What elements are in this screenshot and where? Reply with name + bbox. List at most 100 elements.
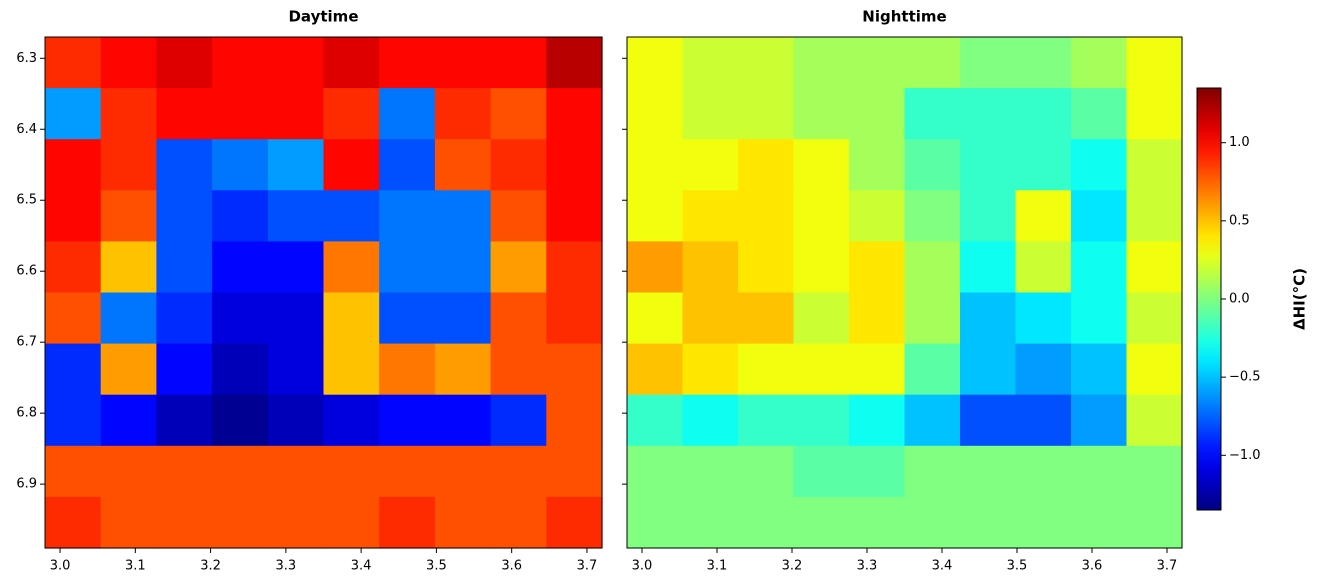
heatmap-cell — [738, 293, 794, 345]
heatmap-cell — [268, 344, 324, 396]
heatmap-cell — [156, 190, 212, 242]
heatmap-cell — [849, 37, 905, 89]
heatmap-cell — [1071, 395, 1127, 447]
heatmap-cell — [905, 293, 961, 345]
x-tick-label: 3.3 — [276, 559, 297, 574]
heatmap-cell — [683, 446, 739, 498]
heatmap-cell — [905, 241, 961, 293]
heatmap-cell — [1016, 395, 1072, 447]
heatmap-cell — [435, 241, 491, 293]
heatmap-cell — [101, 88, 157, 140]
heatmap-cell — [101, 446, 157, 498]
colorbar-tick-label: 1.0 — [1229, 135, 1250, 150]
heatmap-cell — [324, 497, 380, 549]
heatmap-cell — [379, 241, 435, 293]
heatmap-cell — [849, 497, 905, 549]
heatmap-cell — [905, 139, 961, 191]
heatmap-cell — [379, 37, 435, 89]
heatmap-cell — [101, 37, 157, 89]
heatmap-cell — [849, 190, 905, 242]
heatmap-cell — [156, 37, 212, 89]
heatmap-cell — [849, 395, 905, 447]
heatmap-cell — [960, 344, 1016, 396]
heatmap-cell — [738, 37, 794, 89]
heatmap-cell — [683, 293, 739, 345]
heatmap-cell — [212, 446, 268, 498]
colorbar-tick-label: −0.5 — [1229, 370, 1261, 385]
heatmap-cell — [849, 241, 905, 293]
heatmap-cell — [212, 293, 268, 345]
heatmap-cell — [794, 88, 850, 140]
heatmap-cell — [101, 139, 157, 191]
y-tick-label: 6.3 — [16, 51, 37, 66]
x-tick-label: 3.1 — [125, 559, 146, 574]
y-tick-label: 6.4 — [16, 122, 37, 137]
heatmap-cell — [491, 344, 547, 396]
heatmap-cell — [849, 446, 905, 498]
heatmap-cell — [546, 395, 602, 447]
heatmap-cell — [1071, 344, 1127, 396]
heatmap-cell — [324, 446, 380, 498]
heatmap-cell — [379, 395, 435, 447]
heatmap-cell — [738, 395, 794, 447]
y-tick-label: 6.7 — [16, 335, 37, 350]
heatmap-cell — [156, 344, 212, 396]
heatmap-cell — [960, 395, 1016, 447]
heatmap-cell — [627, 190, 683, 242]
heatmap-cell — [627, 37, 683, 89]
heatmap-cell — [324, 190, 380, 242]
heatmap-cell — [45, 446, 101, 498]
heatmap-cell — [1016, 344, 1072, 396]
heatmap-cell — [960, 497, 1016, 549]
heatmap-cell — [268, 395, 324, 447]
heatmap-cell — [1127, 344, 1183, 396]
heatmap-cell — [491, 497, 547, 549]
heatmap-cell — [212, 241, 268, 293]
y-tick-label: 6.9 — [16, 477, 37, 492]
heatmap-cell — [491, 241, 547, 293]
heatmap-cell — [546, 190, 602, 242]
heatmap-cell — [45, 293, 101, 345]
heatmap-cell — [1071, 293, 1127, 345]
heatmap-cell — [45, 344, 101, 396]
heatmap-cell — [156, 497, 212, 549]
page: {"chart_data": [ {"type": "heatmap", "ti… — [0, 0, 1320, 582]
heatmap-cell — [960, 446, 1016, 498]
heatmap-cell — [212, 395, 268, 447]
heatmap-cell — [627, 293, 683, 345]
heatmap-cell — [627, 497, 683, 549]
heatmap-cell — [491, 190, 547, 242]
heatmap-cell — [1071, 190, 1127, 242]
heatmap-cell — [738, 497, 794, 549]
heatmap-cell — [324, 241, 380, 293]
heatmap-cell — [546, 241, 602, 293]
heatmap-cell — [849, 88, 905, 140]
heatmap-cell — [546, 293, 602, 345]
heatmap-cell — [435, 190, 491, 242]
heatmap-cell — [101, 241, 157, 293]
heatmap-cell — [268, 139, 324, 191]
heatmap-cell — [1127, 446, 1183, 498]
heatmap-cell — [324, 344, 380, 396]
heatmap-cell — [491, 139, 547, 191]
heatmap-cell — [905, 88, 961, 140]
heatmap-cell — [627, 395, 683, 447]
colorbar-tick-label: −1.0 — [1229, 448, 1261, 463]
heatmap-cell — [1016, 446, 1072, 498]
heatmap-cell — [435, 446, 491, 498]
y-tick-label: 6.5 — [16, 193, 37, 208]
heatmap-cell — [794, 446, 850, 498]
heatmap-cell — [435, 395, 491, 447]
heatmap-cell — [1127, 139, 1183, 191]
heatmap-cell — [268, 446, 324, 498]
heatmap-cell — [546, 344, 602, 396]
heatmap-cell — [1016, 190, 1072, 242]
heatmap-cell — [156, 241, 212, 293]
heatmap-cell — [960, 293, 1016, 345]
heatmap-cell — [435, 497, 491, 549]
heatmap-cell — [627, 446, 683, 498]
heatmap-cell — [379, 88, 435, 140]
heatmap-cell — [156, 293, 212, 345]
heatmap-cell — [45, 190, 101, 242]
heatmap-cell — [1127, 293, 1183, 345]
